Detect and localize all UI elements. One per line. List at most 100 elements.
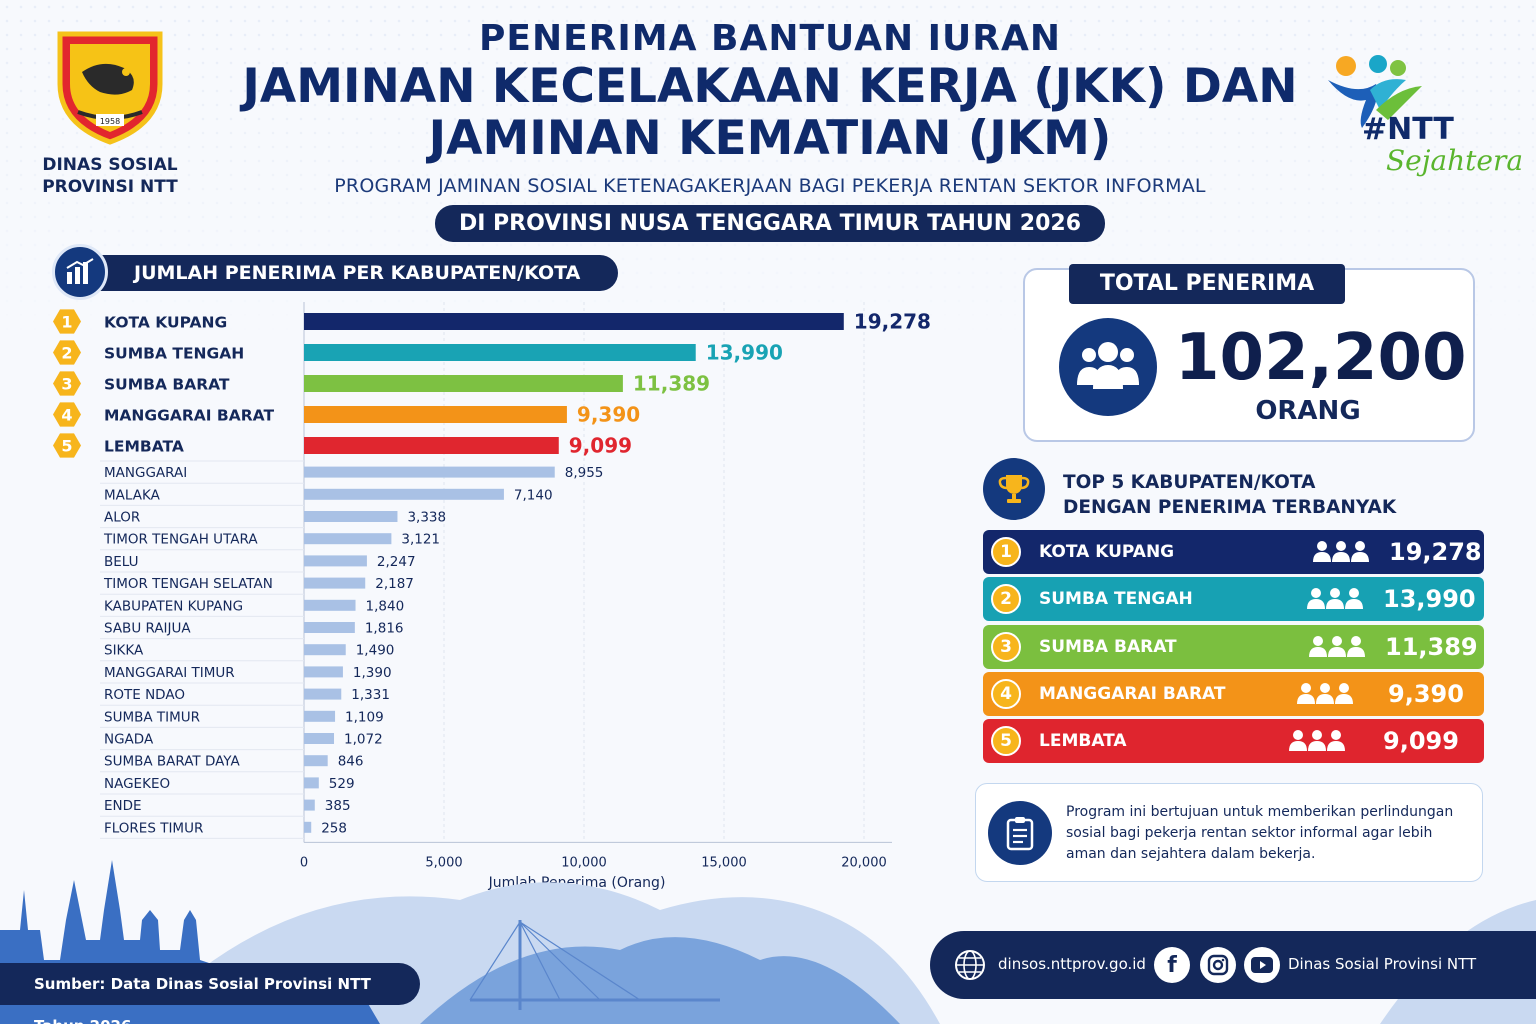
value-label: 1,072 [344, 732, 383, 748]
subtitle: PROGRAM JAMINAN SOSIAL KETENAGAKERJAAN B… [334, 175, 1206, 197]
x-tick-label: 10,000 [561, 855, 607, 870]
bar [304, 466, 555, 478]
category-label: BELU [104, 554, 139, 570]
rank-number: 2 [61, 344, 72, 363]
campaign-logo: #NTT Sejahtera [1318, 40, 1523, 190]
top5-header: TOP 5 KABUPATEN/KOTA DENGAN PENERIMA TER… [983, 458, 1483, 520]
x-tick-label: 15,000 [701, 855, 747, 870]
top5-name: SUMBA TENGAH [1039, 589, 1193, 610]
bar [304, 511, 398, 522]
category-label: KABUPATEN KUPANG [104, 598, 243, 614]
clipboard-icon [988, 801, 1052, 865]
category-label: NGADA [104, 732, 154, 748]
bar [304, 666, 343, 678]
bar [304, 599, 356, 611]
top5-rank-badge: 2 [991, 584, 1021, 615]
total-label: TOTAL PENERIMA [1069, 264, 1345, 304]
bar [304, 799, 315, 811]
value-label: 1,816 [365, 621, 404, 637]
bar [304, 555, 367, 567]
x-tick-label: 0 [300, 855, 308, 870]
category-label: NAGEKEO [104, 776, 170, 792]
top5-value: 19,278 [1389, 538, 1482, 566]
value-label: 13,990 [706, 341, 783, 365]
total-value: 102,200 [1175, 321, 1467, 395]
campaign-figures-icon [1328, 55, 1422, 128]
category-label: ROTE NDAO [104, 687, 185, 703]
category-label: SUMBA BARAT DAYA [104, 754, 240, 770]
rank-badge: 4 [53, 402, 81, 427]
x-tick-label: 5,000 [425, 855, 462, 870]
category-label: SUMBA TIMUR [104, 709, 200, 725]
bar [304, 375, 623, 392]
org-name-text: DINAS SOSIAL PROVINSI NTT [42, 155, 178, 197]
value-label: 846 [338, 754, 364, 770]
total-card: TOTAL PENERIMA 102,200 ORANG [1023, 264, 1475, 442]
top5-value: 9,390 [1388, 679, 1464, 708]
top5-value: 11,389 [1385, 632, 1478, 661]
value-label: 3,338 [407, 510, 446, 526]
bar [304, 710, 336, 722]
people-icon [1309, 635, 1367, 663]
rank-number: 1 [61, 313, 72, 332]
emblem-year: 1958 [100, 117, 120, 126]
value-label: 8,955 [565, 465, 604, 481]
value-label: 1,390 [353, 665, 392, 681]
website-link[interactable]: dinsos.nttprov.go.id [998, 955, 1146, 973]
top5-title-line2: DENGAN PENERIMA TERBANYAK [1063, 497, 1397, 518]
rank-number: 5 [61, 437, 72, 456]
value-label: 2,187 [375, 576, 414, 592]
value-label: 385 [325, 798, 351, 814]
bar [304, 437, 559, 454]
rank-badge: 1 [53, 309, 81, 334]
rank-badge: 3 [53, 371, 81, 396]
category-label: TIMOR TENGAH UTARA [103, 532, 258, 548]
facebook-icon[interactable]: f [1154, 947, 1190, 983]
program-note: Program ini bertujuan untuk memberikan p… [975, 783, 1483, 882]
top5-rank-badge: 5 [991, 726, 1021, 757]
ntt-emblem: 1958 [57, 31, 163, 145]
x-tick-label: 20,000 [841, 855, 887, 870]
title-line-1: PENERIMA BANTUAN IURAN [478, 18, 1061, 59]
rank-number: 3 [61, 375, 72, 394]
year-banner: DI PROVINSI NUSA TENGGARA TIMUR TAHUN 20… [434, 205, 1106, 242]
people-icon [1307, 587, 1365, 615]
rank-badge: 2 [53, 340, 81, 365]
top5-name: LEMBATA [1039, 731, 1127, 752]
top5-value: 9,099 [1383, 727, 1459, 756]
value-label: 529 [329, 776, 355, 792]
category-label: MANGGARAI TIMUR [104, 665, 235, 681]
category-label: KOTA KUPANG [104, 314, 227, 332]
category-label: FLORES TIMUR [104, 820, 203, 836]
bar [304, 733, 335, 744]
instagram-icon[interactable] [1200, 947, 1236, 983]
top5-title-line1: TOP 5 KABUPATEN/KOTA [1063, 472, 1316, 493]
bar-chart: 1 KOTA KUPANG 19,278 2 SUMBA TENGAH 13,990 3 SU… [53, 302, 931, 891]
category-label: SUMBA TENGAH [104, 345, 244, 363]
top5-name: KOTA KUPANG [1039, 542, 1175, 562]
bar [304, 313, 844, 330]
globe-icon [952, 947, 988, 983]
top5-row: 4 MANGGARAI BARAT 9,390 [983, 671, 1484, 716]
bar [304, 622, 355, 633]
campaign-word: Sejahtera [1386, 144, 1524, 177]
rank-number: 4 [61, 406, 72, 425]
value-label: 1,490 [356, 643, 395, 659]
youtube-icon[interactable] [1244, 947, 1280, 983]
campaign-tag: #NTT [1362, 112, 1454, 147]
note-text: Program ini bertujuan untuk memberikan p… [1066, 804, 1454, 862]
value-label: 9,099 [569, 434, 632, 458]
top5-row: 5 LEMBATA 9,099 [983, 719, 1484, 764]
category-label: SIKKA [104, 643, 144, 659]
people-icon [1313, 540, 1371, 568]
total-unit: ORANG [1255, 396, 1361, 426]
rank-badge: 5 [53, 433, 81, 458]
value-label: 11,389 [633, 372, 710, 396]
category-label: LEMBATA [104, 438, 184, 456]
value-label: 1,840 [366, 598, 405, 614]
data-source: Sumber: Data Dinas Sosial Provinsi NTT T… [0, 963, 420, 1024]
social-handle[interactable]: Dinas Sosial Provinsi NTT [1288, 955, 1477, 973]
top5-title: TOP 5 KABUPATEN/KOTA DENGAN PENERIMA TER… [1063, 470, 1396, 520]
top5-rank-badge: 4 [991, 678, 1021, 709]
bar [304, 644, 346, 656]
